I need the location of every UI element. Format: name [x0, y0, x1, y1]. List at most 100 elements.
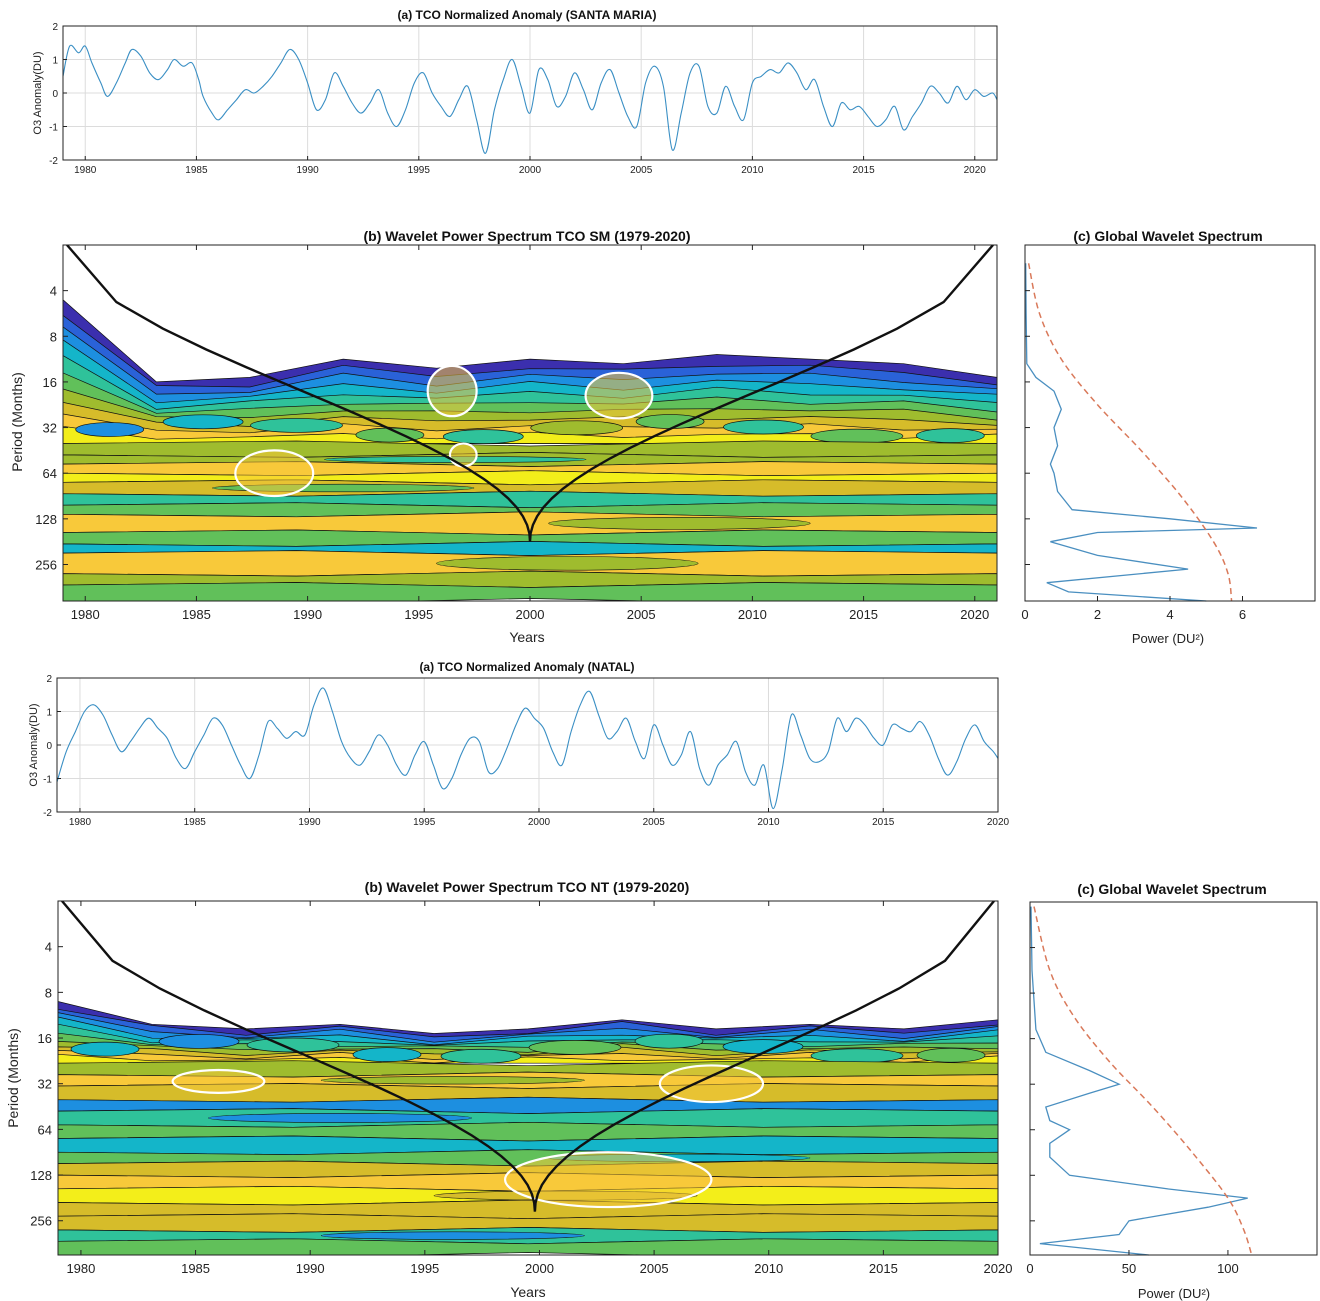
sm-gws-xtick-label: 2 — [1094, 607, 1101, 622]
nt-wavelet-blob — [440, 1048, 522, 1064]
sm-wavelet-blob — [530, 420, 624, 436]
sm-anomaly-xtick-label: 1995 — [408, 165, 431, 176]
nt-wavelet-ytick-label: 128 — [30, 1168, 52, 1183]
nt-gws-xtick-label: 100 — [1217, 1261, 1239, 1276]
sm-wavelet-significance-contour — [234, 449, 315, 498]
nt-anomaly-ytick-label: -1 — [43, 775, 52, 786]
sm-wavelet-xtick-label: 2005 — [627, 607, 656, 622]
sm-wavelet-xtick-label: 1980 — [71, 607, 100, 622]
nt-wavelet-xtick-label: 1990 — [296, 1261, 325, 1276]
nt-wavelet-xtick-label: 2005 — [640, 1261, 669, 1276]
nt-wavelet-ytick-label: 64 — [38, 1122, 52, 1137]
sm-wavelet-xtick-label: 2015 — [849, 607, 878, 622]
sm-wavelet-ytick-label: 64 — [43, 466, 57, 481]
nt-anomaly-xtick-label: 1995 — [413, 817, 436, 828]
sm-wavelet-contour-group — [63, 245, 997, 601]
sm-wavelet-significance-contour — [584, 371, 654, 420]
sm-wavelet-xtick-label: 1985 — [182, 607, 211, 622]
sm-gws-xlabel: Power (DU²) — [1132, 631, 1204, 646]
nt-wavelet-significance-contour — [658, 1064, 765, 1104]
sm-wavelet-title: (b) Wavelet Power Spectrum TCO SM (1979-… — [363, 228, 690, 244]
nt-wavelet-blob — [634, 1033, 704, 1049]
sm-anomaly-ytick-label: -2 — [49, 156, 58, 167]
sm-gws-xtick-label: 0 — [1021, 607, 1028, 622]
sm-wavelet-blob — [75, 422, 145, 437]
sm-wavelet-ytick-label: 16 — [43, 375, 57, 390]
nt-wavelet-ytick-label: 256 — [30, 1214, 52, 1229]
nt-anomaly-xtick-label: 2015 — [872, 817, 895, 828]
sm-wavelet-band — [63, 582, 997, 601]
nt-anomaly-ytick-label: 1 — [46, 708, 52, 719]
nt-wavelet-band — [58, 1238, 998, 1255]
nt-wavelet-xtick-label: 2015 — [869, 1261, 898, 1276]
nt-wavelet-xlabel: Years — [510, 1284, 545, 1300]
sm-wavelet-band-eddy — [436, 556, 699, 571]
sm-wavelet-significance-contour — [448, 442, 478, 468]
sm-gws-xtick-label: 4 — [1166, 607, 1173, 622]
sm-anomaly-xtick-label: 2015 — [852, 165, 875, 176]
nt-wavelet-xtick-label: 2010 — [754, 1261, 783, 1276]
nt-anomaly-xtick-label: 2005 — [643, 817, 666, 828]
sm-anomaly-xtick-label: 2020 — [964, 165, 987, 176]
sm-wavelet-xtick-label: 2000 — [516, 607, 545, 622]
nt-wavelet-ylabel: Period (Months) — [5, 1028, 21, 1128]
sm-wavelet-blob — [723, 419, 804, 435]
sm-wavelet-significance-contour — [426, 364, 478, 418]
sm-wavelet-ytick-label: 256 — [35, 557, 57, 572]
nt-wavelet-xtick-label: 1995 — [410, 1261, 439, 1276]
nt-anomaly-ytick-label: 0 — [46, 741, 52, 752]
sm-wavelet-xlabel: Years — [509, 629, 544, 645]
sm-wavelet-ytick-label: 128 — [35, 512, 57, 527]
nt-anomaly-xtick-label: 1980 — [69, 817, 92, 828]
nt-wavelet-blob — [528, 1040, 622, 1055]
nt-gws-xtick-label: 0 — [1026, 1261, 1033, 1276]
sm-anomaly-ylabel: O3 Anomaly(DU) — [32, 51, 44, 134]
nt-wavelet-significance-contour — [171, 1068, 266, 1094]
nt-wavelet-title: (b) Wavelet Power Spectrum TCO NT (1979-… — [365, 879, 690, 895]
nt-anomaly-xtick-label: 2000 — [528, 817, 551, 828]
sm-wavelet-xtick-label: 2010 — [738, 607, 767, 622]
nt-wavelet-band-eddy — [320, 1076, 585, 1085]
nt-wavelet-blob — [722, 1039, 804, 1054]
sm-wavelet-blob — [250, 418, 343, 433]
nt-anomaly-series-line — [56, 687, 999, 810]
nt-wavelet-blob — [352, 1047, 422, 1063]
nt-wavelet-contour-group — [58, 901, 998, 1255]
sm-wavelet-blob — [635, 414, 705, 429]
sm-wavelet-xtick-label: 1995 — [404, 607, 433, 622]
nt-anomaly-xtick-label: 1985 — [184, 817, 207, 828]
nt-gws-title: (c) Global Wavelet Spectrum — [1077, 881, 1266, 897]
sm-wavelet-ytick-label: 4 — [50, 284, 57, 299]
nt-wavelet-blob — [70, 1041, 140, 1057]
nt-wavelet-blob — [246, 1037, 340, 1053]
sm-anomaly-xtick-label: 1985 — [185, 165, 208, 176]
nt-gws-significance-line — [1033, 906, 1253, 1256]
sm-anomaly-series-line — [62, 44, 998, 154]
nt-wavelet-blob — [158, 1034, 240, 1049]
sm-wavelet-cone-of-influence — [66, 245, 994, 542]
sm-anomaly-xtick-label: 2000 — [519, 165, 542, 176]
sm-gws-power-line — [1025, 263, 1258, 602]
nt-gws-power-line — [1030, 906, 1248, 1256]
nt-wavelet-blob — [916, 1047, 986, 1063]
nt-wavelet-ytick-label: 32 — [38, 1077, 52, 1092]
sm-wavelet-ytick-label: 32 — [43, 421, 57, 436]
sm-anomaly-ytick-label: 0 — [52, 89, 58, 100]
sm-wavelet-level-9 — [63, 425, 997, 444]
nt-wavelet-ytick-label: 4 — [45, 940, 52, 955]
nt-wavelet-band-eddy — [208, 1113, 472, 1123]
sm-anomaly-ytick-label: -1 — [49, 123, 58, 134]
sm-gws-title: (c) Global Wavelet Spectrum — [1073, 228, 1262, 244]
sm-wavelet-blob — [162, 414, 244, 430]
sm-anomaly-title: (a) TCO Normalized Anomaly (SANTA MARIA) — [398, 8, 657, 22]
sm-wavelet-band-eddy — [548, 517, 811, 530]
nt-wavelet-frame — [57, 900, 999, 1256]
nt-wavelet-xtick-label: 2020 — [984, 1261, 1013, 1276]
nt-anomaly-ytick-label: -2 — [43, 808, 52, 819]
nt-anomaly-xtick-label: 2010 — [757, 817, 780, 828]
sm-gws-significance-line — [1027, 263, 1233, 602]
nt-wavelet-cone-of-influence — [61, 901, 995, 1212]
sm-wavelet-xtick-label: 1990 — [293, 607, 322, 622]
nt-wavelet-xtick-label: 1985 — [181, 1261, 210, 1276]
